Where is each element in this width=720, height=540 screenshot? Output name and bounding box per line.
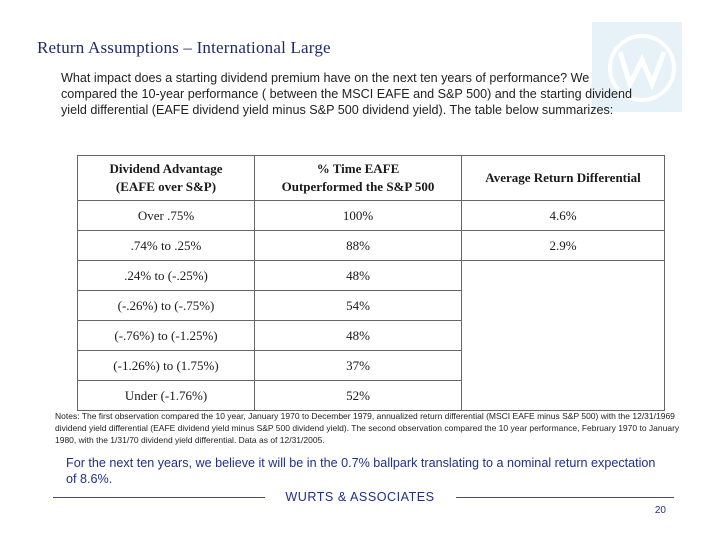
header-line: Outperformed the S&P 500 (281, 179, 435, 194)
footer-divider-right (456, 497, 674, 498)
table-header-row: Dividend Advantage (EAFE over S&P) % Tim… (77, 155, 665, 201)
header-line: % Time EAFE (316, 161, 400, 176)
cell-advantage: (-1.26%) to (1.75%) (77, 350, 255, 381)
w-logo-icon (592, 22, 682, 112)
table-row: (-.26%) to (-.75%) 54% (77, 290, 665, 321)
table-row: .24% to (-.25%) 48% (77, 260, 665, 411)
cell-advantage: Under (-1.76%) (77, 380, 255, 411)
footer-divider-left (53, 497, 265, 498)
intro-paragraph: What impact does a starting dividend pre… (61, 71, 633, 117)
page-number: 20 (654, 505, 666, 516)
header-line: Dividend Advantage (109, 161, 223, 176)
table-row: .74% to .25% 88% 2.9% (77, 230, 665, 261)
table-notes: Notes: The first observation compared th… (55, 411, 680, 445)
cell-pct-time: 100% (254, 200, 462, 231)
cell-advantage: (-.76%) to (-1.25%) (77, 320, 255, 351)
conclusion-text: For the next ten years, we believe it wi… (66, 456, 656, 486)
dividend-summary-table: Dividend Advantage (EAFE over S&P) % Tim… (77, 155, 665, 411)
cell-avg-diff-empty (461, 260, 665, 411)
header-dividend-advantage: Dividend Advantage (EAFE over S&P) (77, 155, 255, 201)
cell-advantage: .74% to .25% (77, 230, 255, 261)
cell-pct-time: 88% (254, 230, 462, 261)
cell-advantage: Over .75% (77, 200, 255, 231)
cell-avg-diff: 2.9% (461, 230, 665, 261)
page-title: Return Assumptions – International Large (37, 38, 331, 57)
cell-pct-time: 48% (254, 260, 462, 291)
cell-advantage: (-.26%) to (-.75%) (77, 290, 255, 321)
footer-brand: WURTS & ASSOCIATES (285, 490, 435, 504)
cell-pct-time: 37% (254, 350, 462, 381)
table-row: (-.76%) to (-1.25%) 48% (77, 320, 665, 351)
cell-pct-time: 54% (254, 290, 462, 321)
header-line: (EAFE over S&P) (115, 179, 217, 194)
cell-pct-time: 48% (254, 320, 462, 351)
header-avg-return-diff: Average Return Differential (461, 155, 665, 201)
cell-avg-diff: 4.6% (461, 200, 665, 231)
table-row: Over .75% 100% 4.6% (77, 200, 665, 231)
cell-advantage: .24% to (-.25%) (77, 260, 255, 291)
header-line: Average Return Differential (485, 170, 641, 185)
table-row: Under (-1.76%) 52% (77, 380, 665, 411)
cell-pct-time: 52% (254, 380, 462, 411)
header-pct-time: % Time EAFE Outperformed the S&P 500 (254, 155, 462, 201)
